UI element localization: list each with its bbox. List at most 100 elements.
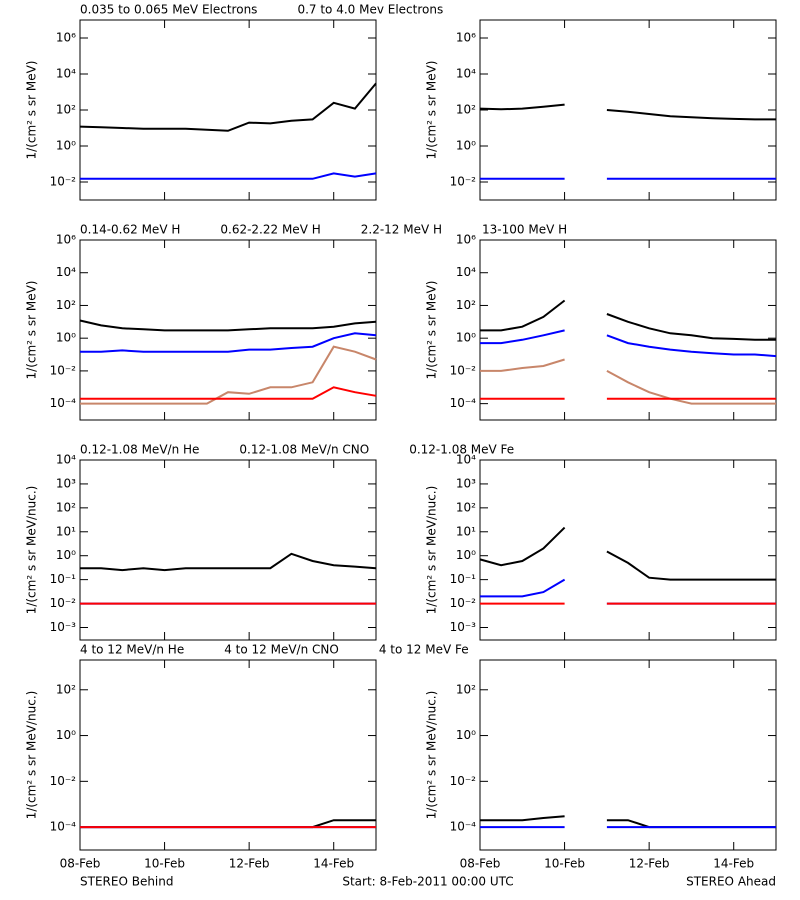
y-tick-label: 10⁻¹ <box>50 572 77 586</box>
plot-frame <box>79 659 377 851</box>
data-line <box>80 332 377 353</box>
y-tick-label: 10⁻² <box>450 363 477 377</box>
y-tick-label: 10² <box>56 103 76 117</box>
x-tick-label: 08-Feb <box>60 857 101 871</box>
legend-entry: 0.7 to 4.0 Mev Electrons <box>297 3 443 17</box>
y-axis-label: 1/(cm² s sr MeV/nuc.) <box>25 486 39 615</box>
y-tick-label: 10⁶ <box>456 31 476 45</box>
y-tick-label: 10² <box>56 682 76 696</box>
y-tick-label: 10⁰ <box>56 139 76 153</box>
y-tick-label: 10¹ <box>456 524 476 538</box>
legend-entry: 0.12-1.08 MeV/n He <box>80 443 199 457</box>
y-tick-label: 10² <box>456 298 476 312</box>
x-tick-label: 12-Feb <box>229 857 270 871</box>
y-tick-label: 10⁻³ <box>50 620 77 634</box>
plot-frame <box>479 659 777 851</box>
data-line <box>480 299 566 332</box>
y-tick-label: 10² <box>456 682 476 696</box>
data-line <box>480 578 566 598</box>
y-tick-label: 10² <box>56 298 76 312</box>
y-tick-label: 10⁰ <box>56 331 76 345</box>
x-tick-label: 10-Feb <box>144 857 185 871</box>
y-axis-label: 1/(cm² s sr MeV) <box>25 281 39 380</box>
y-tick-label: 10⁻¹ <box>450 572 477 586</box>
y-tick-label: 10⁻² <box>50 363 77 377</box>
y-axis-label: 1/(cm² s sr MeV/nuc.) <box>425 691 439 820</box>
x-tick-label: 12-Feb <box>629 857 670 871</box>
y-axis-label: 1/(cm² s sr MeV) <box>25 61 39 160</box>
data-line <box>606 370 776 405</box>
y-tick-label: 10² <box>56 500 76 514</box>
y-tick-label: 10⁻³ <box>450 620 477 634</box>
legend-entry: 4 to 12 MeV/n CNO <box>224 643 339 657</box>
legend-entry: 0.035 to 0.065 MeV Electrons <box>80 3 257 17</box>
y-tick-label: 10⁴ <box>56 265 76 279</box>
x-tick-label: 14-Feb <box>313 857 354 871</box>
y-tick-label: 10⁰ <box>456 728 476 742</box>
data-line <box>80 345 377 405</box>
data-line <box>606 109 776 121</box>
y-tick-label: 10⁻² <box>450 175 477 189</box>
x-tick-label: 14-Feb <box>713 857 754 871</box>
legend-entry: 0.62-2.22 MeV H <box>220 223 320 237</box>
y-axis-label: 1/(cm² s sr MeV) <box>425 61 439 160</box>
data-line <box>80 172 377 180</box>
data-line <box>479 526 566 567</box>
y-tick-label: 10⁰ <box>56 728 76 742</box>
data-line <box>480 815 565 822</box>
y-axis-label: 1/(cm² s sr MeV/nuc.) <box>25 691 39 820</box>
data-line <box>606 334 777 358</box>
data-line <box>80 386 377 400</box>
y-axis-label: 1/(cm² s sr MeV) <box>425 281 439 380</box>
data-line <box>480 329 565 345</box>
data-line <box>479 103 565 111</box>
y-tick-label: 10² <box>456 103 476 117</box>
legend-entry: 4 to 12 MeV Fe <box>379 643 469 657</box>
footer-left: STEREO Behind <box>80 875 174 889</box>
legend-entry: 13-100 MeV H <box>482 223 567 237</box>
plot-frame <box>479 459 777 641</box>
y-tick-label: 10⁻⁴ <box>50 396 77 410</box>
data-line <box>606 313 776 341</box>
y-tick-label: 10⁴ <box>456 67 476 81</box>
legend-entry: 4 to 12 MeV/n He <box>80 643 184 657</box>
y-tick-label: 10⁻² <box>50 175 77 189</box>
y-tick-label: 10⁻⁴ <box>450 820 477 834</box>
legend-entry: 0.14-0.62 MeV H <box>80 223 180 237</box>
y-tick-label: 10⁰ <box>456 548 476 562</box>
y-tick-label: 10⁶ <box>456 233 476 247</box>
y-tick-label: 10⁴ <box>456 453 476 467</box>
data-line <box>79 319 377 332</box>
y-tick-label: 10³ <box>456 476 476 490</box>
plot-frame <box>79 459 377 641</box>
data-line <box>80 552 377 572</box>
footer-right: STEREO Ahead <box>686 875 776 889</box>
y-tick-label: 10⁻² <box>450 774 477 788</box>
y-tick-label: 10⁻⁴ <box>50 820 77 834</box>
data-line <box>606 550 776 581</box>
y-tick-label: 10³ <box>56 476 76 490</box>
y-tick-label: 10⁴ <box>56 453 76 467</box>
x-tick-label: 08-Feb <box>460 857 501 871</box>
footer-center: Start: 8-Feb-2011 00:00 UTC <box>342 875 513 889</box>
y-tick-label: 10⁻² <box>450 596 477 610</box>
legend-entry: 0.12-1.08 MeV/n CNO <box>239 443 369 457</box>
data-line <box>480 358 565 372</box>
x-tick-label: 10-Feb <box>544 857 585 871</box>
y-tick-label: 10⁶ <box>56 31 76 45</box>
y-tick-label: 10¹ <box>56 524 76 538</box>
legend-entry: 0.12-1.08 MeV Fe <box>409 443 514 457</box>
y-tick-label: 10² <box>456 500 476 514</box>
y-tick-label: 10⁰ <box>456 331 476 345</box>
data-line <box>79 82 377 132</box>
y-axis-label: 1/(cm² s sr MeV/nuc.) <box>425 486 439 615</box>
y-tick-label: 10⁻² <box>50 774 77 788</box>
y-tick-label: 10⁰ <box>56 548 76 562</box>
y-tick-label: 10⁻² <box>50 596 77 610</box>
y-tick-label: 10⁻⁴ <box>450 396 477 410</box>
y-tick-label: 10⁰ <box>456 139 476 153</box>
y-tick-label: 10⁴ <box>456 265 476 279</box>
legend-entry: 2.2-12 MeV H <box>361 223 442 237</box>
